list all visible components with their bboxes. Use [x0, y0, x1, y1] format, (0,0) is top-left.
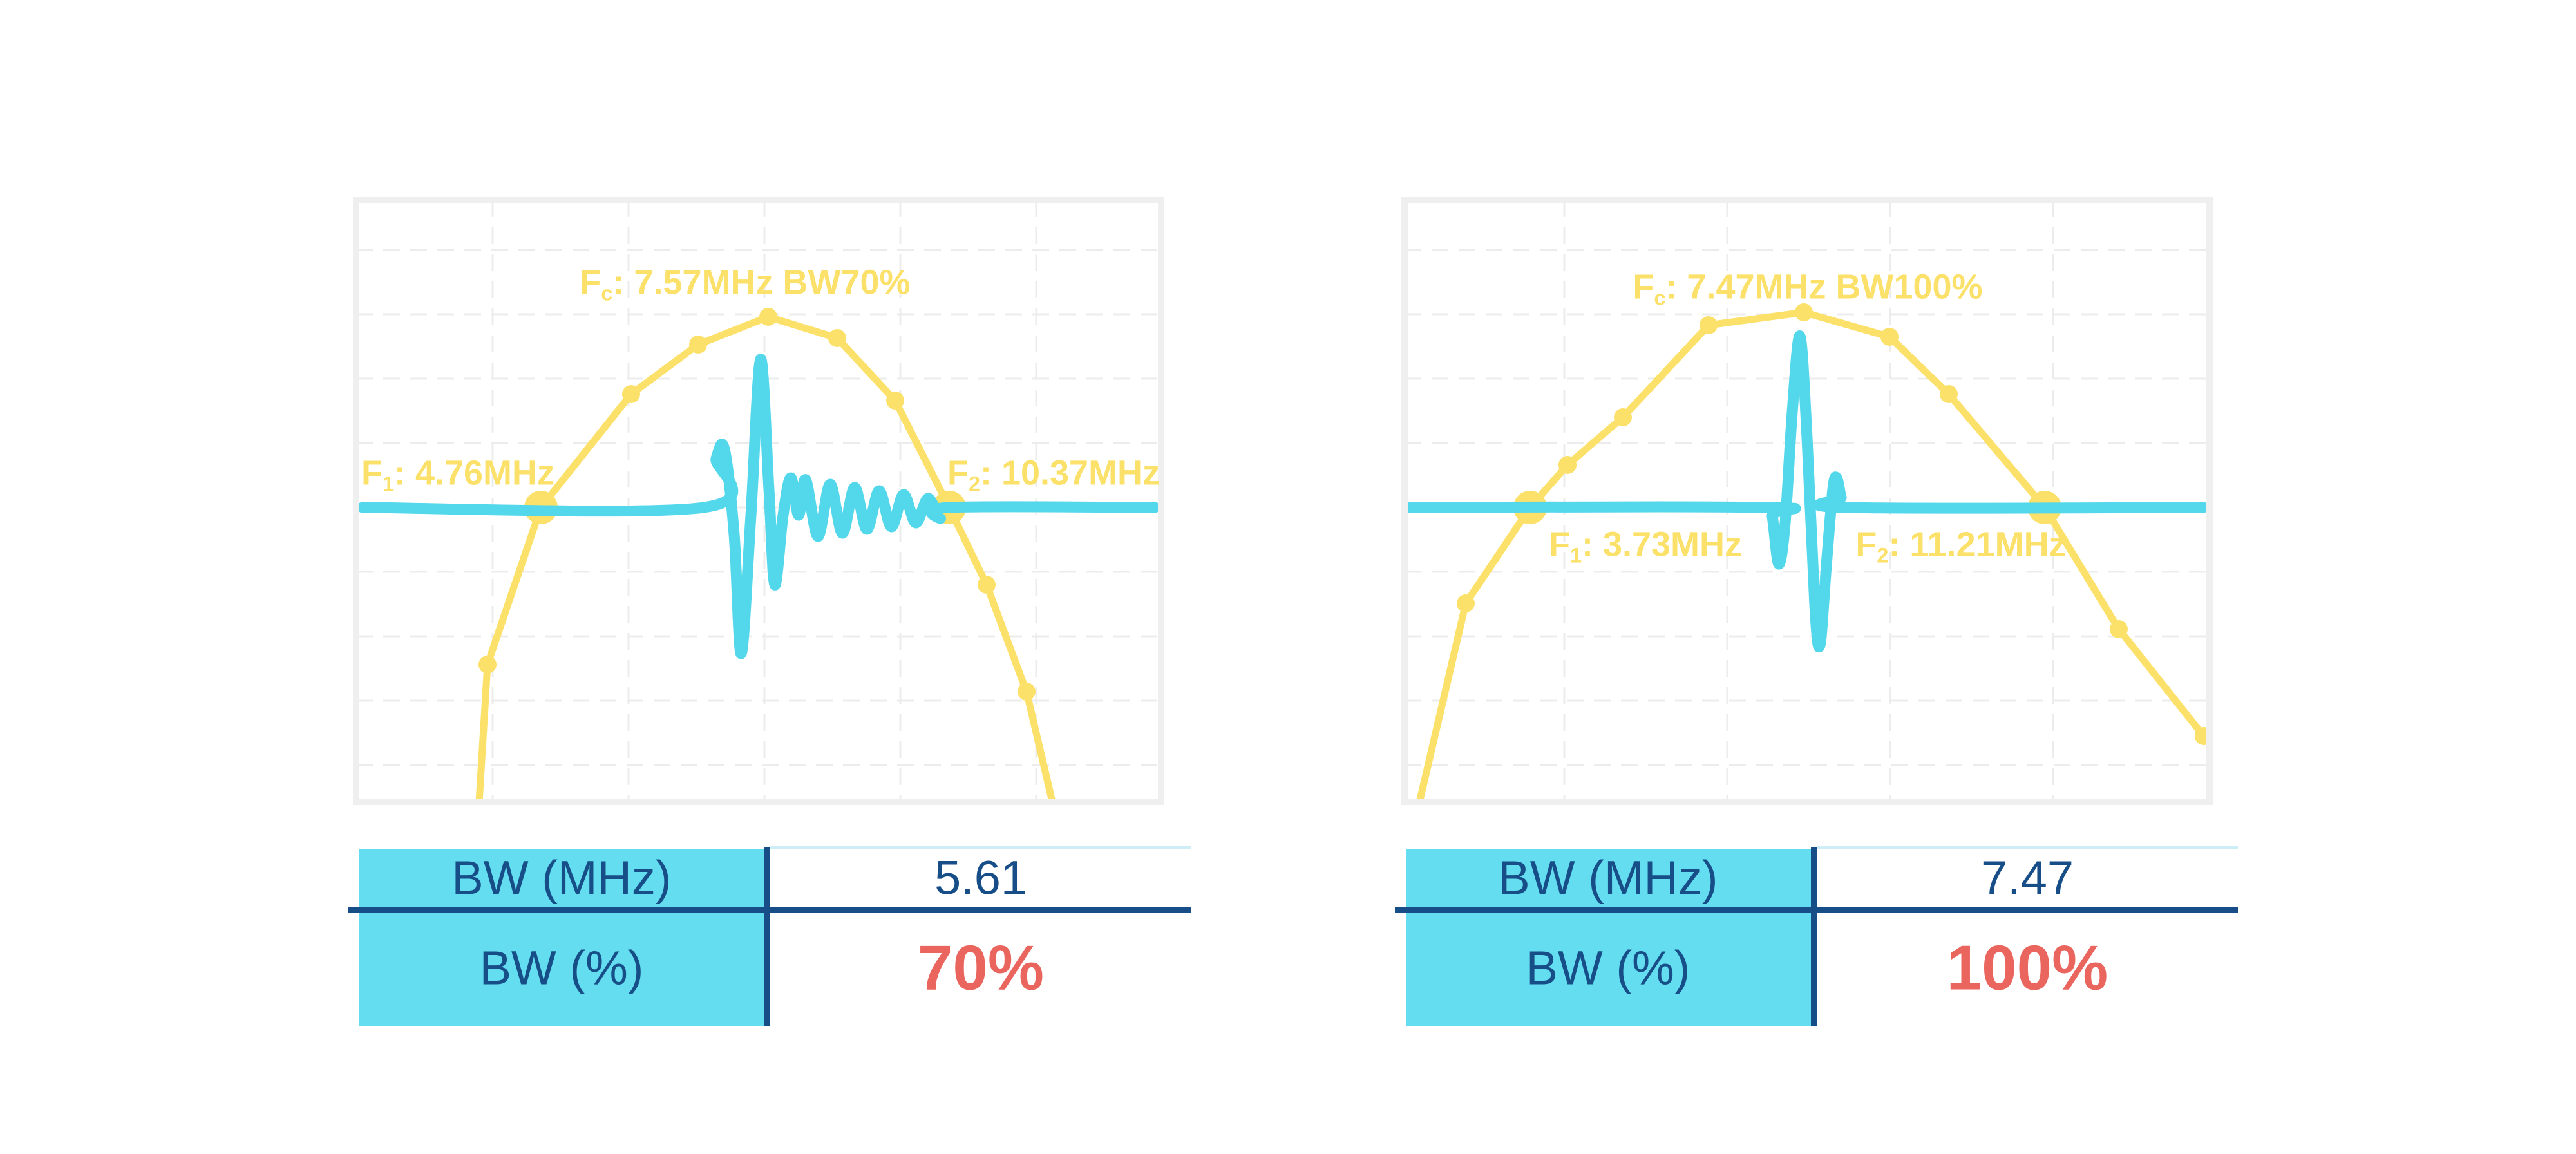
f1-annotation-left: F1: 4.76MHz [361, 453, 554, 497]
spectrum-point-marker [978, 576, 996, 594]
table-row-value-percent: 100% [1946, 932, 2108, 1003]
f1-rest-left: : 4.76MHz [393, 453, 555, 493]
table-row-divider [348, 907, 1191, 913]
spectrum-point-marker [1614, 408, 1632, 426]
f2-rest-left: : 10.37MHz [980, 453, 1160, 493]
table-row-divider [1395, 907, 2238, 913]
f2-annotation-right: F2: 11.21MHz [1855, 525, 2066, 568]
fc-rest-left: : 7.57MHz BW70% [612, 263, 911, 302]
table-top-line [1817, 846, 2238, 849]
fc-annotation-right: Fc: 7.47MHz BW100% [1633, 267, 1982, 310]
f2-rest-right: : 11.21MHz [1888, 525, 2067, 564]
fc-sub-right: c [1654, 286, 1666, 310]
f1-sub-right: 1 [1569, 544, 1582, 567]
table-top-line [770, 846, 1191, 849]
spectrum-point-marker [622, 385, 640, 403]
f2-base-right: F [1855, 525, 1877, 564]
f2-sub-right: 2 [1877, 544, 1889, 567]
f2-sub-left: 2 [968, 472, 980, 496]
table-row-label: BW (MHz) [1498, 851, 1718, 905]
f1-rest-right: : 3.73MHz [1581, 525, 1743, 564]
spectrum-point-marker [1457, 594, 1475, 612]
f2-base-left: F [947, 453, 969, 493]
spectrum-point-marker [2110, 620, 2128, 638]
spectrum-point-marker [2195, 727, 2206, 745]
table-row-value: 5.61 [934, 851, 1028, 905]
spectrum-point-marker [478, 656, 497, 674]
spectrum-point-marker [1018, 683, 1036, 701]
spectrum-curve-bw70 [475, 313, 1056, 799]
spectrum-point-marker [828, 329, 846, 347]
chart-frame-bw100 [1401, 197, 2213, 805]
spectrum-point-marker [1940, 385, 1958, 403]
fc-base-left: F [580, 263, 601, 302]
pulse-waveform-bw70 [359, 354, 1158, 659]
spectrum-point-marker [759, 308, 777, 326]
f1-base-left: F [361, 453, 383, 493]
table-column-divider [1811, 847, 1817, 1026]
f1-annotation-right: F1: 3.73MHz [1549, 525, 1742, 568]
spectrum-point-marker [1700, 316, 1718, 334]
f2-annotation-left: F2: 10.37MHz [947, 453, 1160, 497]
table-row-label: BW (%) [479, 941, 644, 995]
table-row-label: BW (%) [1526, 941, 1690, 995]
table-column-divider [764, 847, 770, 1026]
spectrum-point-marker [1558, 456, 1577, 474]
fc-annotation-left: Fc: 7.57MHz BW70% [580, 263, 910, 306]
pulse-waveform-bw100 [1408, 330, 2206, 653]
fc-sub-left: c [601, 281, 613, 305]
spectrum-point-marker [689, 336, 707, 354]
spectrum-curve-bw100 [1416, 308, 2206, 799]
plot-area-bw70 [359, 203, 1158, 799]
f1-base-right: F [1548, 525, 1570, 564]
fc-base-right: F [1633, 267, 1654, 307]
fc-rest-right: : 7.47MHz BW100% [1665, 267, 1983, 307]
table-label-column-bg [1406, 849, 1811, 1026]
table-row-label: BW (MHz) [451, 851, 672, 905]
spectrum-point-marker [1880, 328, 1899, 346]
spectrum-point-marker [1795, 303, 1813, 321]
f1-sub-left: 1 [382, 472, 394, 496]
table-row-value-percent: 70% [917, 932, 1045, 1003]
table-row-value: 7.47 [1980, 851, 2074, 905]
chart-frame-bw70 [353, 197, 1164, 805]
table-label-column-bg [359, 849, 764, 1026]
plot-area-bw100 [1408, 203, 2206, 799]
spectrum-point-marker [886, 392, 904, 410]
